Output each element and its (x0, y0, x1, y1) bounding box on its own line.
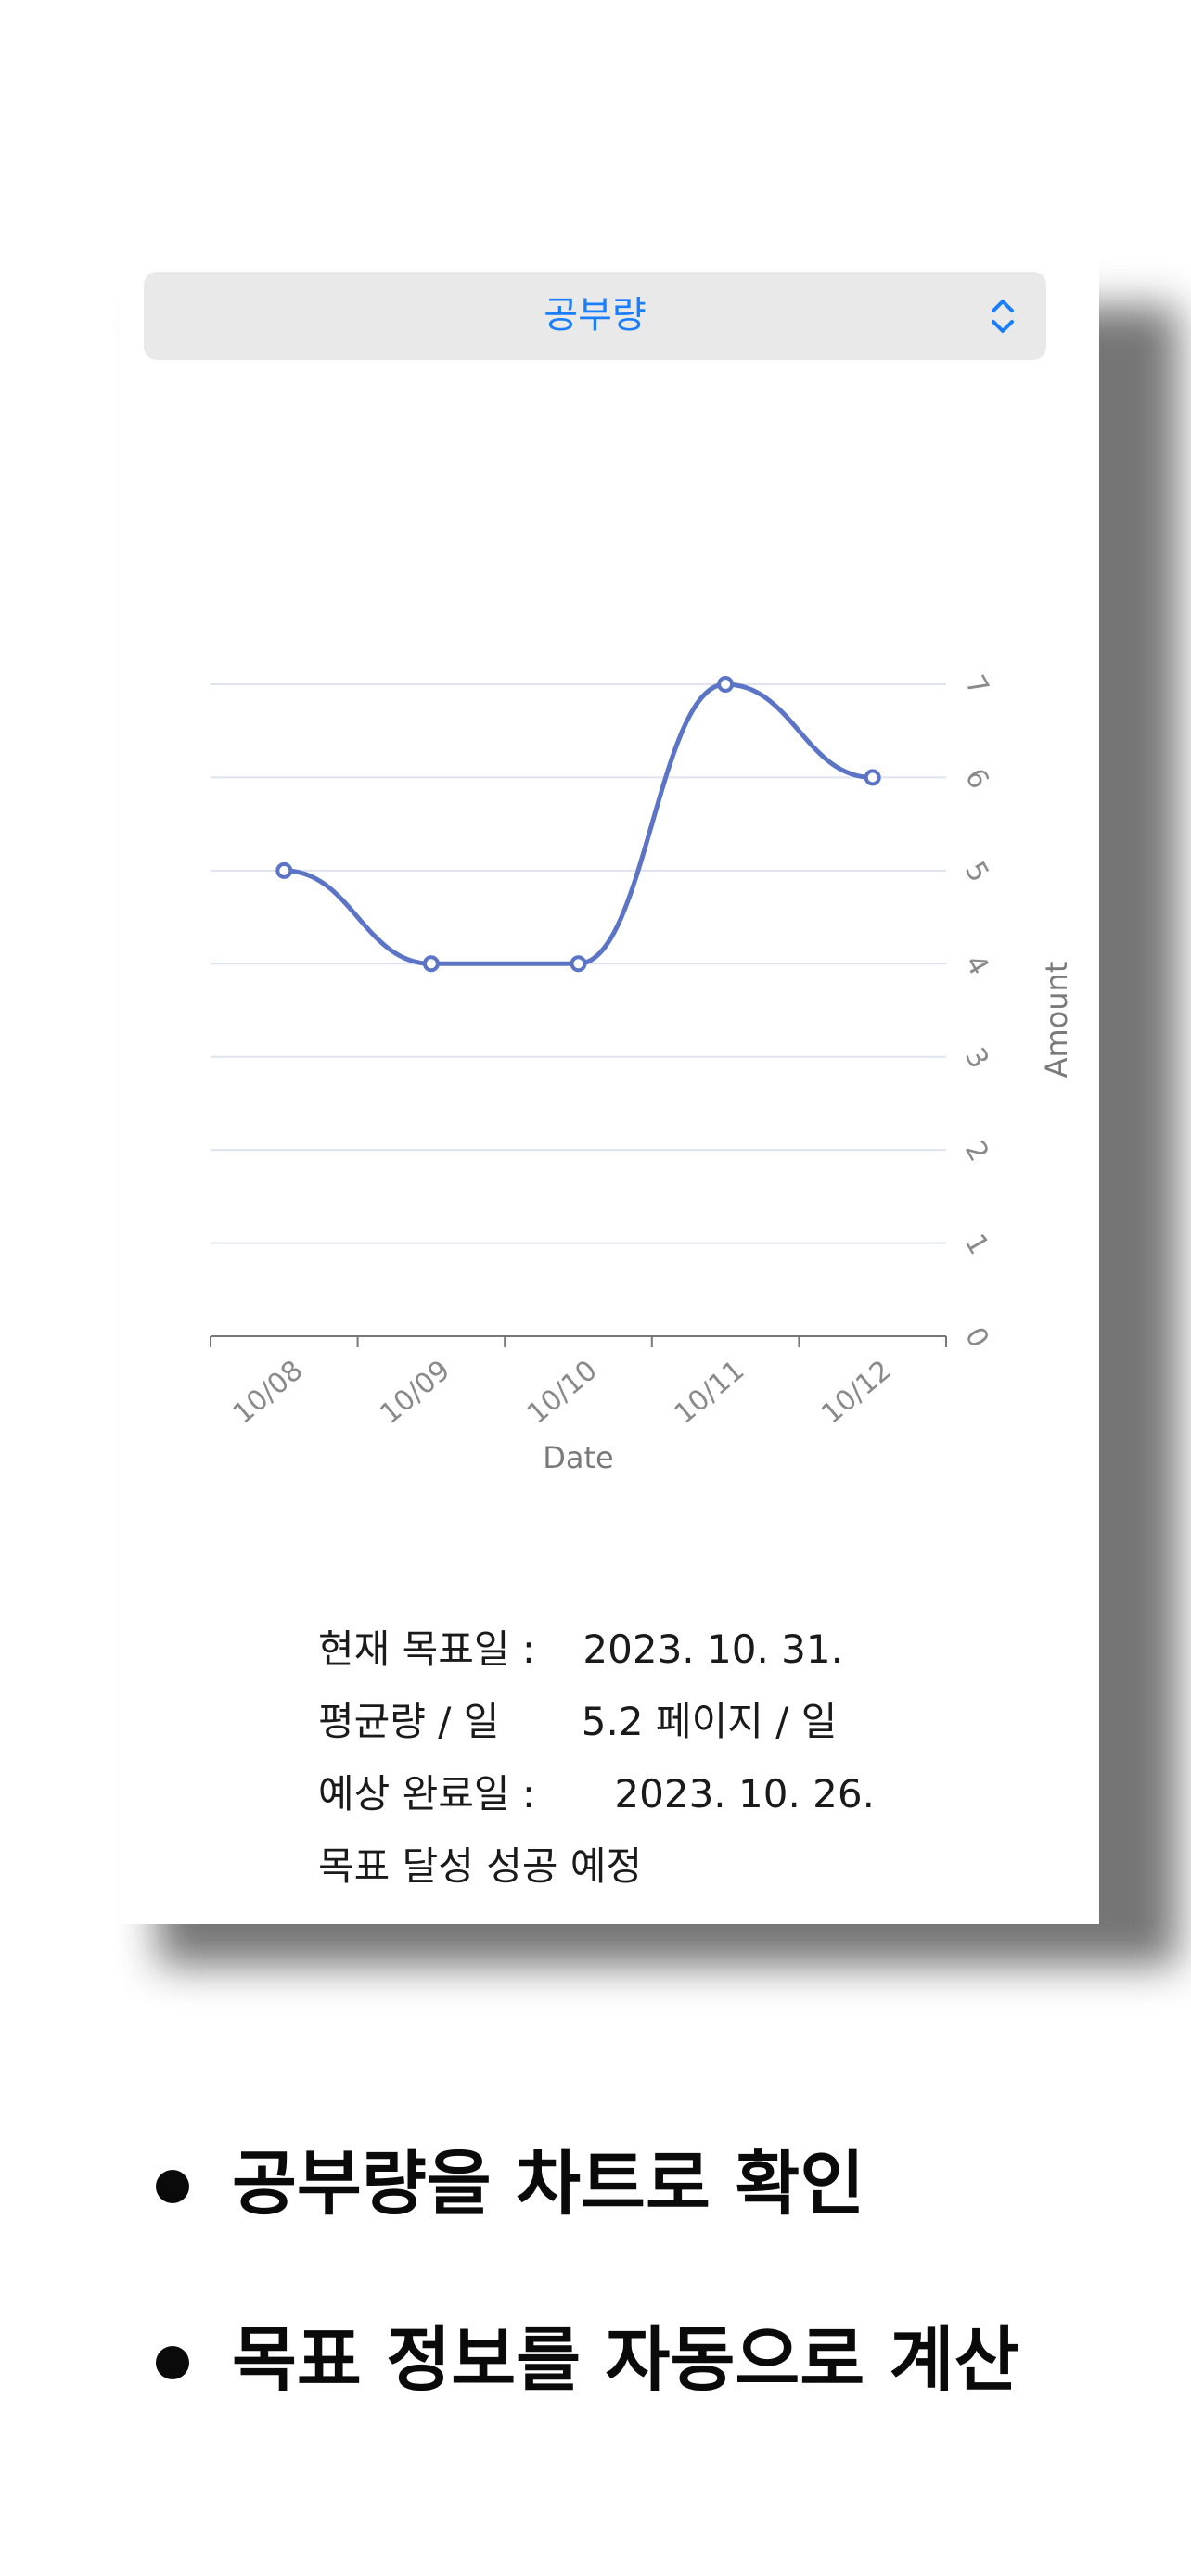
y-tick-label: 2 (958, 1136, 995, 1167)
average-value: 5.2 페이지 / 일 (581, 1699, 838, 1744)
data-points (275, 676, 881, 973)
x-axis (210, 1335, 947, 1347)
average-row: 평균량 / 일 5.2 페이지 / 일 (318, 1686, 875, 1758)
x-tick-label: 10/11 (669, 1354, 751, 1430)
target-date-row: 현재 목표일 : 2023. 10. 31. (318, 1613, 875, 1686)
y-tick-labels: 0 1 2 3 4 5 6 7 (958, 670, 995, 1353)
y-tick-label: 7 (958, 670, 995, 701)
expected-date-value: 2023. 10. 26. (614, 1771, 875, 1817)
grid-lines (211, 683, 946, 1244)
feature-bullet-text: 공부량을 차트로 확인 (232, 2142, 865, 2225)
y-tick-label: 1 (958, 1229, 995, 1260)
feature-bullet-text: 목표 정보를 자동으로 계산 (232, 2318, 1019, 2401)
expected-date-row: 예상 완료일 : 2023. 10. 26. (318, 1758, 875, 1830)
x-tick-label: 10/12 (815, 1354, 898, 1430)
y-tick-label: 0 (958, 1321, 995, 1353)
y-tick-label: 4 (958, 950, 995, 981)
series-line (284, 682, 873, 966)
goal-status: 목표 달성 성공 예정 (318, 1843, 643, 1889)
target-date-label: 현재 목표일 : (318, 1626, 536, 1672)
y-axis-label: Amount (1039, 962, 1074, 1078)
metric-picker-label: 공부량 (544, 294, 647, 337)
goal-info: 현재 목표일 : 2023. 10. 31. 평균량 / 일 5.2 페이지 /… (318, 1613, 875, 1903)
bullet-dot-icon (156, 2170, 189, 2203)
y-tick-label: 3 (958, 1042, 995, 1074)
expected-date-label: 예상 완료일 : (318, 1771, 536, 1817)
average-label: 평균량 / 일 (318, 1699, 500, 1744)
x-tick-label: 10/10 (521, 1354, 604, 1430)
data-point (717, 676, 735, 693)
y-tick-label: 6 (958, 763, 995, 795)
bullet-dot-icon (156, 2346, 189, 2379)
data-point (422, 955, 440, 973)
data-point (864, 769, 881, 786)
x-tick-label: 10/09 (374, 1354, 456, 1430)
target-date-value: 2023. 10. 31. (583, 1626, 843, 1672)
data-point (570, 955, 587, 973)
app-card: 공부량 0 1 2 3 4 5 6 7 10/08 10/09 10/10 10/11 10/12 D… (121, 241, 1099, 1924)
x-tick-label: 10/08 (227, 1354, 310, 1430)
chevron-up-down-icon (992, 300, 1014, 333)
x-axis-label: Date (543, 1440, 613, 1475)
y-tick-label: 5 (958, 856, 995, 887)
data-point (275, 861, 293, 879)
x-tick-labels: 10/08 10/09 10/10 10/11 10/12 (227, 1354, 898, 1430)
metric-picker[interactable]: 공부량 (144, 272, 1046, 360)
